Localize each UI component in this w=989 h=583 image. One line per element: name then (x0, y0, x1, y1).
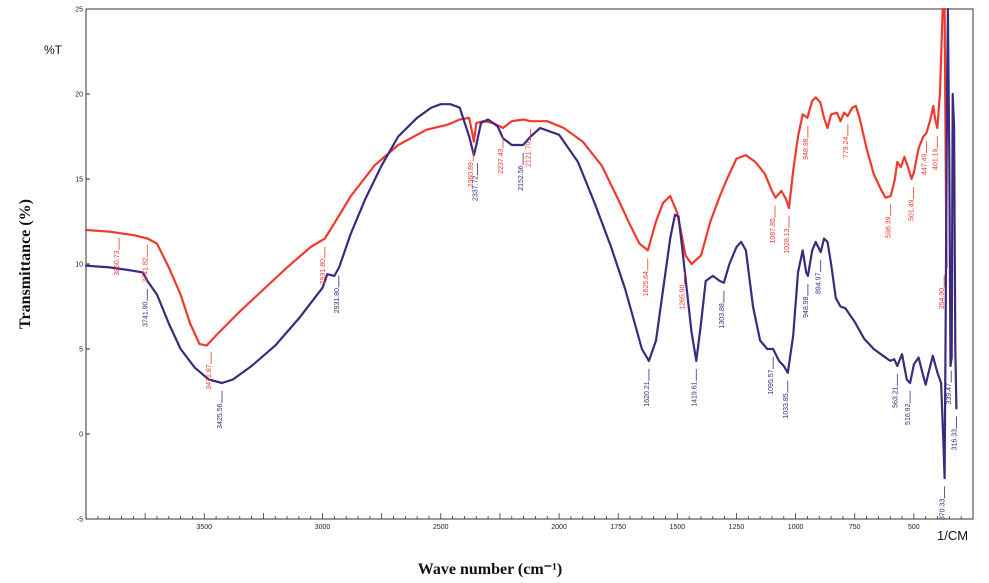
x-tick-label: 1250 (729, 524, 745, 531)
peak-label: 1028.13 (784, 228, 791, 253)
peak-label: 1087.85 (770, 218, 777, 243)
peak-label: 894.97 (816, 273, 823, 295)
peak-label: 370.33 (940, 499, 947, 521)
x-tick-label: 750 (849, 524, 861, 531)
peak-label: 2931.80 (334, 288, 341, 313)
peak-label: 3860.73 (114, 250, 121, 275)
y-axis-ticks: -5 0 5 10 15 20 25 (75, 7, 90, 524)
peak-label: 1625.64 (643, 271, 650, 296)
peak-label: 2152.56 (518, 165, 525, 190)
peak-label: 596.39 (886, 216, 893, 238)
y-axis-title: Transmittance (%) (17, 199, 34, 329)
y-tick-label: 5 (79, 347, 83, 354)
x-tick-label: 3500 (196, 524, 212, 531)
series-layer (84, 7, 958, 480)
x-tick-label: 1750 (610, 524, 626, 531)
x-unit-label: 1/CM (937, 528, 968, 543)
peak-label: 1265.90 (679, 284, 686, 309)
peak-label: 1620.21 (644, 381, 651, 406)
y-tick-label: -5 (77, 517, 83, 524)
x-tick-label: 2000 (551, 524, 567, 531)
plot-area-frame (85, 8, 974, 520)
peak-label: 1033.85 (783, 393, 790, 418)
y-tick-label: 15 (75, 177, 83, 184)
peak-label: 447.49 (921, 154, 928, 176)
peak-label: 3741.90 (142, 301, 149, 326)
peak-label: 339.47 (946, 383, 953, 405)
x-axis-ticks: 3500 3000 2500 2000 1750 1500 1250 1000 750 500 (97, 513, 962, 531)
peak-label: 501.49 (909, 199, 916, 221)
peak-label: 2237.43 (498, 148, 505, 173)
y-tick-label: 10 (75, 262, 83, 269)
peak-label: 779.24 (843, 137, 850, 159)
x-tick-label: 1500 (670, 524, 686, 531)
peak-label: 2121.70 (525, 142, 532, 167)
peak-label: 948.98 (803, 296, 810, 318)
peak-label: 2337.72 (473, 176, 480, 201)
y-tick-label: 25 (75, 7, 83, 14)
peak-label: 401.19 (932, 148, 939, 170)
peak-label: 516.92 (905, 403, 912, 425)
peak-label: 354.90 (939, 288, 946, 310)
peak-label: 2360.89 (468, 162, 475, 187)
peak-label: 3425.56 (217, 403, 224, 428)
peak-label: 3741.82 (142, 257, 149, 282)
peak-label: 2931.80 (320, 259, 327, 284)
peak-label: 1303.88 (719, 303, 726, 328)
peak-label: 563.21 (892, 386, 899, 408)
x-tick-label: 500 (908, 524, 920, 531)
x-tick-label: 3000 (315, 524, 331, 531)
x-tick-label: 2500 (433, 524, 449, 531)
x-axis-title: Wave number (cm⁻¹) (418, 561, 562, 578)
x-tick-label: 1000 (788, 524, 804, 531)
peak-label: 3471.87 (206, 364, 213, 389)
spectrum-line-1 (84, 7, 948, 347)
peak-label: 1095.57 (768, 369, 775, 394)
peak-labels-layer: 3860.73 3741.82 3471.87 2931.80 2360.89 2237.… (114, 124, 958, 520)
peak-label: 948.98 (803, 138, 810, 160)
spectrum-line-2 (84, 7, 958, 480)
y-unit-label: %T (44, 43, 63, 57)
peak-label: 1419.61 (691, 381, 698, 406)
peak-label: 316.33 (951, 429, 958, 451)
y-tick-label: 20 (75, 92, 83, 99)
y-tick-label: 0 (79, 432, 83, 439)
